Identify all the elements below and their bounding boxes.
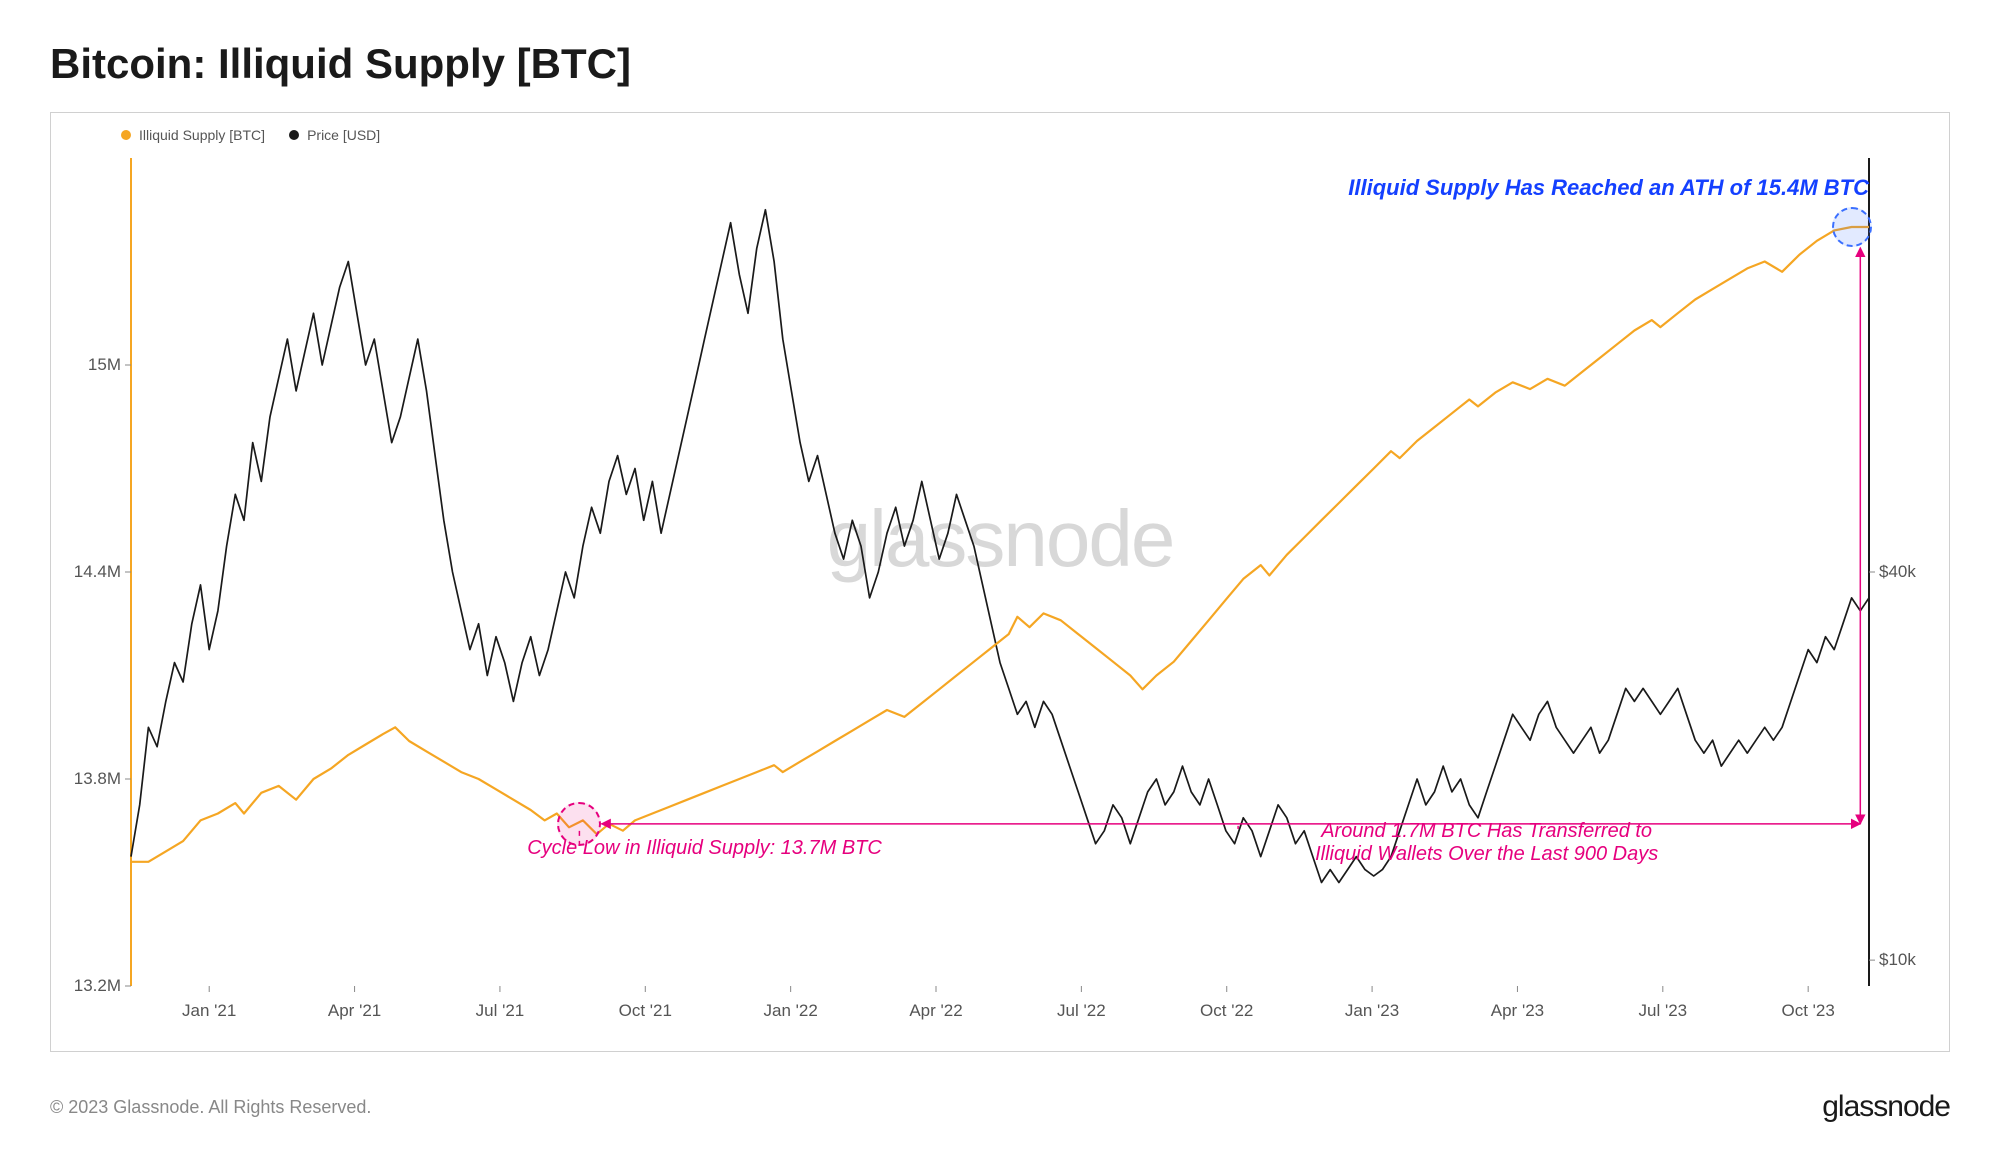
y-left-tick-label: 13.2M — [61, 976, 121, 996]
legend-label-price: Price [USD] — [307, 127, 380, 143]
x-tick-label: Apr '23 — [1491, 1001, 1544, 1021]
annotation-ath: Illiquid Supply Has Reached an ATH of 15… — [1348, 175, 1869, 201]
y-right-tick-label: $40k — [1879, 562, 1939, 582]
annotation-transfer: Around 1.7M BTC Has Transferred toIlliqu… — [1315, 820, 1658, 866]
annotation-cycle-low: Cycle Low in Illiquid Supply: 13.7M BTC — [527, 837, 882, 860]
x-tick-label: Jul '23 — [1638, 1001, 1687, 1021]
copyright: © 2023 Glassnode. All Rights Reserved. — [50, 1097, 371, 1118]
legend-item-illiquid: Illiquid Supply [BTC] — [121, 127, 265, 143]
chart-title: Bitcoin: Illiquid Supply [BTC] — [50, 40, 1950, 88]
x-tick-label: Oct '21 — [619, 1001, 672, 1021]
x-tick-label: Oct '22 — [1200, 1001, 1253, 1021]
x-tick-label: Oct '23 — [1781, 1001, 1834, 1021]
annotation-transfer-l1: Around 1.7M BTC Has Transferred to — [1315, 820, 1658, 843]
chart-frame: Illiquid Supply [BTC] Price [USD] glassn… — [50, 112, 1950, 1052]
y-left-tick-label: 15M — [61, 355, 121, 375]
ath-marker — [1832, 207, 1872, 247]
legend: Illiquid Supply [BTC] Price [USD] — [121, 127, 380, 143]
x-tick-label: Jul '21 — [476, 1001, 525, 1021]
legend-label-illiquid: Illiquid Supply [BTC] — [139, 127, 265, 143]
x-tick-label: Jan '22 — [763, 1001, 817, 1021]
x-tick-label: Apr '21 — [328, 1001, 381, 1021]
y-left-tick-label: 14.4M — [61, 562, 121, 582]
brand-logo: glassnode — [1822, 1090, 1950, 1124]
x-tick-label: Jul '22 — [1057, 1001, 1106, 1021]
x-tick-label: Jan '23 — [1345, 1001, 1399, 1021]
legend-dot-illiquid — [121, 130, 131, 140]
x-tick-label: Jan '21 — [182, 1001, 236, 1021]
annotation-transfer-l2: Illiquid Wallets Over the Last 900 Days — [1315, 843, 1658, 866]
y-left-tick-label: 13.8M — [61, 769, 121, 789]
legend-dot-price — [289, 130, 299, 140]
footer: © 2023 Glassnode. All Rights Reserved. g… — [50, 1090, 1950, 1124]
y-right-tick-label: $10k — [1879, 950, 1939, 970]
legend-item-price: Price [USD] — [289, 127, 380, 143]
plot-area: glassnode 13.2M13.8M14.4M15M$10k$40kJan … — [131, 158, 1869, 986]
x-tick-label: Apr '22 — [909, 1001, 962, 1021]
